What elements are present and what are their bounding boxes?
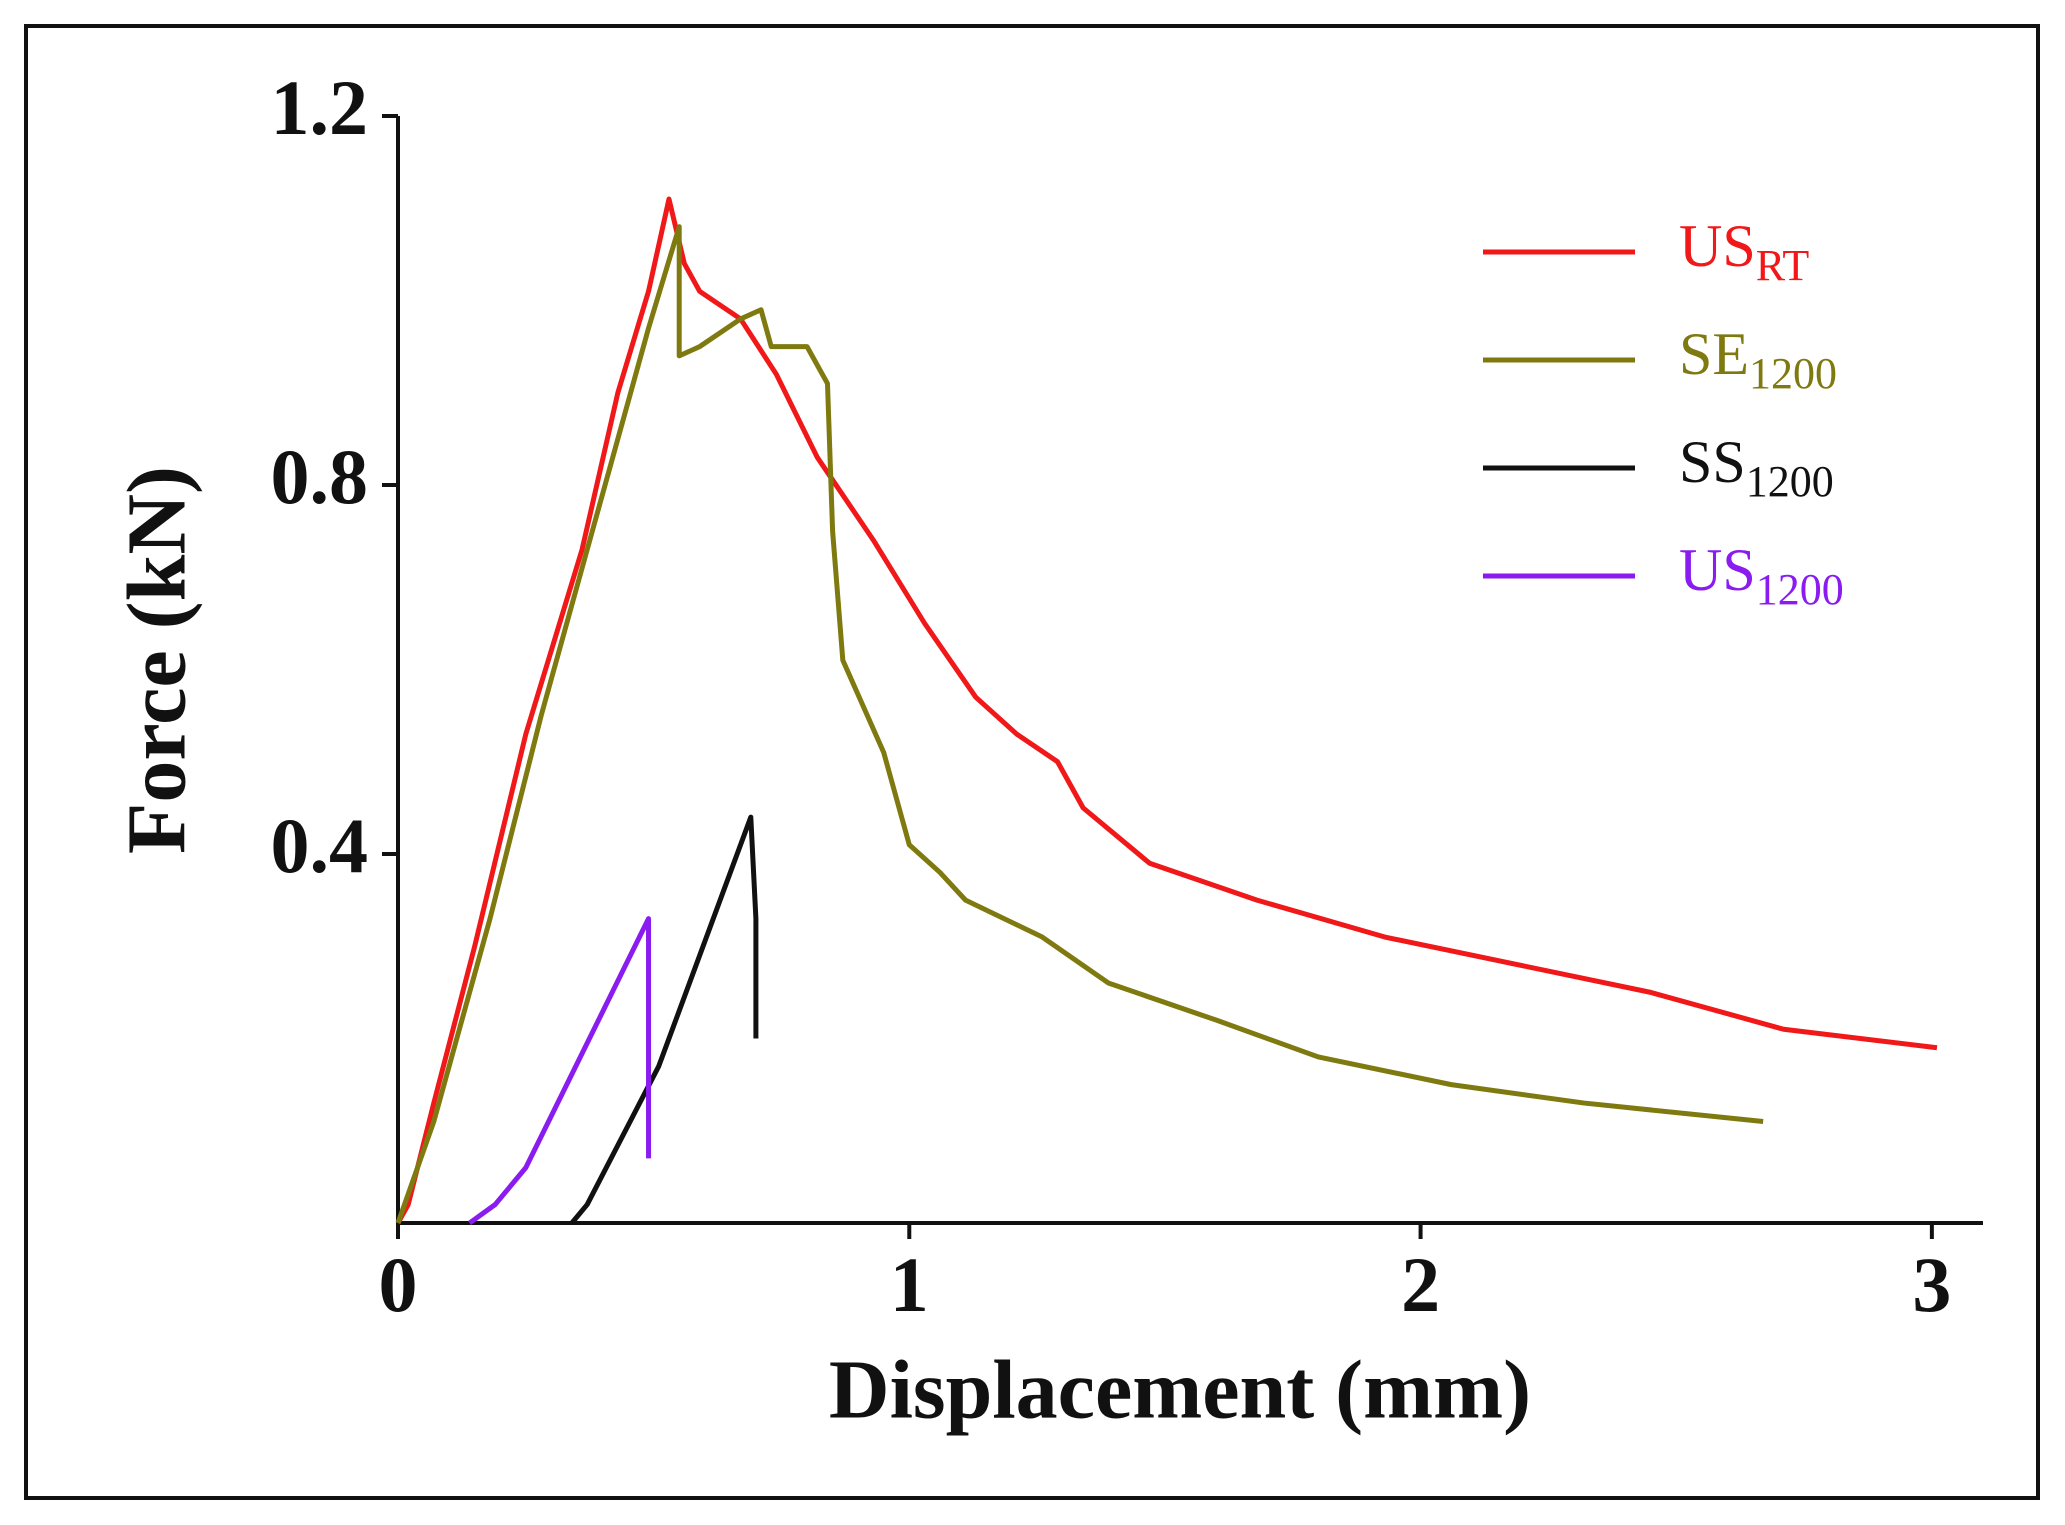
- x-axis-title: Displacement (mm): [829, 1343, 1531, 1436]
- series-line: [395, 196, 1938, 1225]
- legend-subscript: 1200: [1749, 349, 1837, 398]
- legend-name: US: [1679, 213, 1756, 279]
- y-tick-label: 0.8: [271, 433, 369, 520]
- legend-subscript: 1200: [1746, 457, 1834, 506]
- x-tick-label: 0: [379, 1241, 418, 1328]
- legend-name: SS: [1679, 429, 1746, 495]
- series-line: [395, 224, 1764, 1224]
- y-tick-label: 1.2: [271, 64, 369, 151]
- series-line: [468, 916, 652, 1226]
- x-tick-label: 1: [890, 1241, 929, 1328]
- frame: [24, 24, 2040, 1500]
- legend-label: USRT: [1679, 213, 1809, 290]
- legend-name: SE: [1679, 321, 1749, 387]
- series-line: [569, 814, 759, 1225]
- legend-label: SE1200: [1679, 321, 1837, 398]
- y-axis-title: Force (kN): [110, 466, 203, 854]
- legend-label: SS1200: [1679, 429, 1834, 506]
- legend-label: US1200: [1679, 537, 1844, 614]
- legend-subscript: 1200: [1756, 565, 1844, 614]
- legend-subscript: RT: [1756, 241, 1810, 290]
- x-tick-label: 2: [1401, 1241, 1440, 1328]
- legend-name: US: [1679, 537, 1756, 603]
- x-tick-label: 3: [1912, 1241, 1951, 1328]
- y-tick-label: 0.4: [271, 802, 369, 889]
